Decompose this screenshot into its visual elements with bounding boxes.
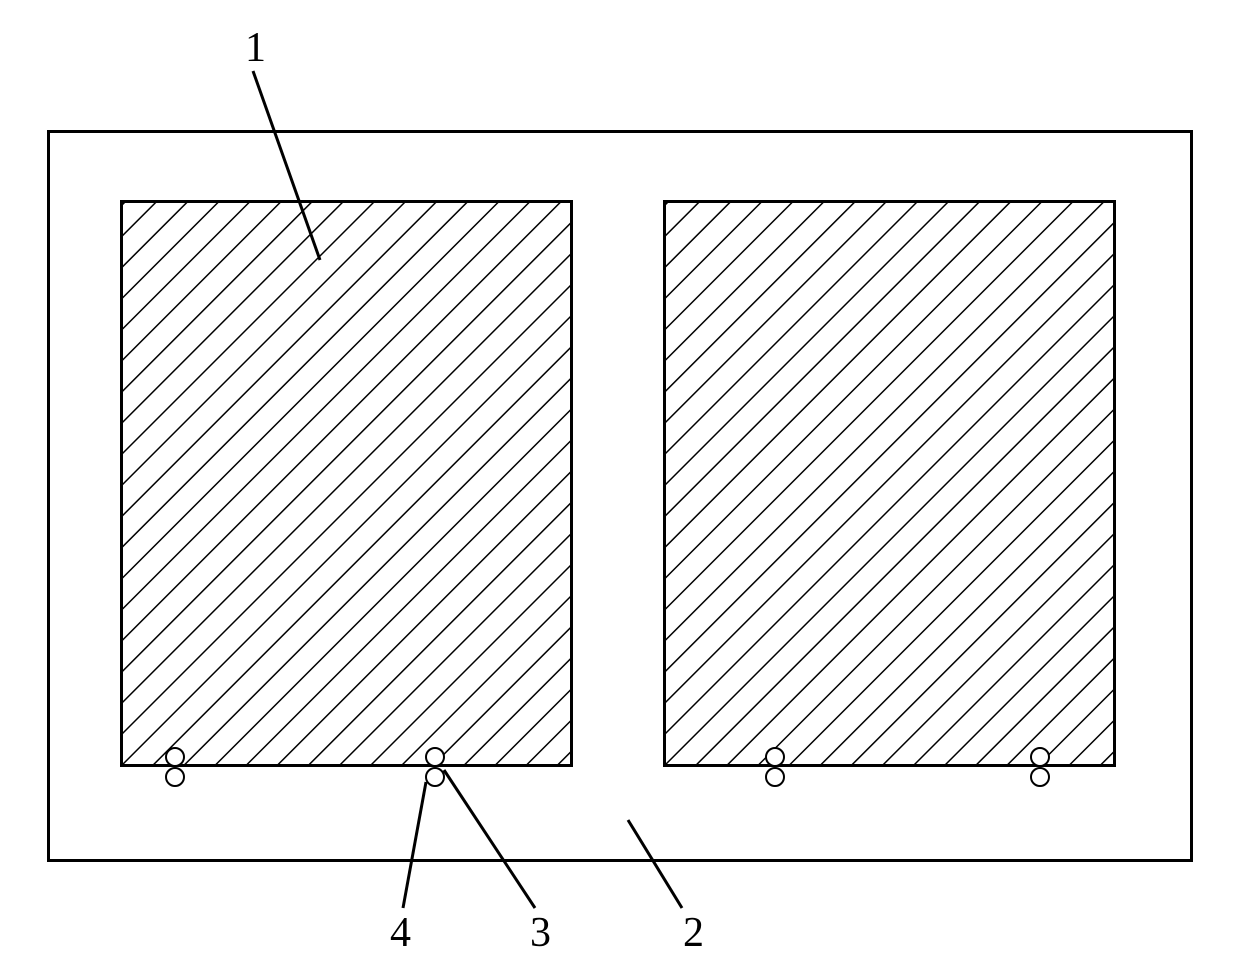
circle-marker (1030, 747, 1050, 767)
circle-marker (765, 747, 785, 767)
circle-marker (165, 747, 185, 767)
callout-label-1: 1 (245, 27, 266, 69)
callout-label-4: 4 (390, 912, 411, 954)
circle-marker (165, 767, 185, 787)
right-hatched-panel (663, 200, 1116, 767)
hatch-pattern-left (123, 203, 570, 764)
circle-marker (1030, 767, 1050, 787)
circle-marker (425, 767, 445, 787)
circle-marker (425, 747, 445, 767)
hatch-pattern-right (666, 203, 1113, 764)
callout-label-3: 3 (530, 912, 551, 954)
callout-label-2: 2 (683, 912, 704, 954)
circle-marker (765, 767, 785, 787)
left-hatched-panel (120, 200, 573, 767)
